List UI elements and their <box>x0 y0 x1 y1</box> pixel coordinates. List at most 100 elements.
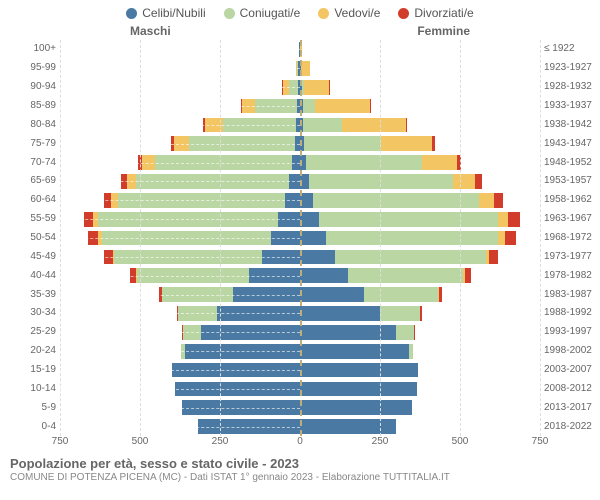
legend-swatch <box>318 8 329 19</box>
chart-title: Popolazione per età, sesso e stato civil… <box>10 456 590 471</box>
x-tick: 750 <box>52 436 69 447</box>
bar-row <box>60 398 300 417</box>
bar-row <box>60 247 300 266</box>
year-tick: 1988-1992 <box>544 304 594 323</box>
bar-row <box>60 40 300 59</box>
bar-row <box>60 134 300 153</box>
bar-row <box>60 78 300 97</box>
legend-swatch <box>126 8 137 19</box>
bar-segment <box>300 363 418 378</box>
age-tick: 80-84 <box>6 115 56 134</box>
bar-row <box>60 97 300 116</box>
bar-segment <box>300 212 319 227</box>
year-tick: 1933-1937 <box>544 97 594 116</box>
bar-segment <box>396 325 414 340</box>
bar-segment <box>136 174 290 189</box>
bar-segment <box>364 287 438 302</box>
bar-segment <box>300 419 396 434</box>
age-tick: 30-34 <box>6 304 56 323</box>
bar-row <box>300 59 540 78</box>
bar-segment <box>233 287 300 302</box>
bar-row <box>300 323 540 342</box>
bar-segment <box>142 155 155 170</box>
bar-segment <box>292 155 300 170</box>
bar-segment <box>494 193 504 208</box>
bar-row <box>60 361 300 380</box>
bar-row <box>60 153 300 172</box>
bar-segment <box>189 136 295 151</box>
chart-body: 100+95-9990-9485-8980-8475-7970-7465-696… <box>0 40 600 436</box>
center-axis <box>300 40 302 436</box>
gridline <box>460 40 461 436</box>
legend-item: Vedovi/e <box>318 6 380 20</box>
bar-segment <box>301 61 309 76</box>
age-tick: 75-79 <box>6 134 56 153</box>
age-tick: 55-59 <box>6 210 56 229</box>
bar-segment <box>439 287 442 302</box>
legend-item: Coniugati/e <box>224 6 301 20</box>
year-tick: 1963-1967 <box>544 210 594 229</box>
bar-segment <box>453 174 475 189</box>
bar-segment <box>380 306 420 321</box>
bar-segment <box>285 193 300 208</box>
age-tick: 45-49 <box>6 247 56 266</box>
footer: Popolazione per età, sesso e stato civil… <box>0 450 600 483</box>
bar-segment <box>111 193 118 208</box>
bar-segment <box>118 193 284 208</box>
bar-segment <box>114 250 261 265</box>
bar-row <box>300 417 540 436</box>
x-tick: 500 <box>452 436 469 447</box>
bar-segment <box>306 155 421 170</box>
legend-label: Coniugati/e <box>240 6 301 20</box>
bar-segment <box>319 212 498 227</box>
age-tick: 85-89 <box>6 97 56 116</box>
gridline <box>220 40 221 436</box>
bar-row <box>300 342 540 361</box>
bar-segment <box>304 80 330 95</box>
bar-segment <box>262 250 300 265</box>
x-tick: 0 <box>297 436 303 447</box>
bar-row <box>300 172 540 191</box>
year-tick: 1978-1982 <box>544 266 594 285</box>
bar-segment <box>300 268 348 283</box>
legend-item: Celibi/Nubili <box>126 6 205 20</box>
bar-row <box>60 342 300 361</box>
bar-segment <box>182 400 300 415</box>
bar-segment <box>326 231 499 246</box>
bar-segment <box>422 155 457 170</box>
year-tick: 2013-2017 <box>544 398 594 417</box>
year-tick: 2018-2022 <box>544 417 594 436</box>
bar-segment <box>406 118 408 133</box>
year-tick: 1998-2002 <box>544 342 594 361</box>
bar-row <box>300 191 540 210</box>
gridline <box>140 40 141 436</box>
bar-segment <box>249 268 300 283</box>
bar-segment <box>88 231 98 246</box>
bar-row <box>60 210 300 229</box>
age-tick: 25-29 <box>6 323 56 342</box>
bar-segment <box>432 136 435 151</box>
bar-row <box>60 59 300 78</box>
bar-segment <box>175 382 300 397</box>
bar-segment <box>479 193 493 208</box>
bar-segment <box>313 193 479 208</box>
age-tick: 70-74 <box>6 153 56 172</box>
bar-segment <box>98 212 277 227</box>
bar-segment <box>217 306 300 321</box>
bar-segment <box>271 231 300 246</box>
bar-segment <box>304 136 381 151</box>
bar-segment <box>335 250 485 265</box>
bar-segment <box>348 268 463 283</box>
legend-label: Celibi/Nubili <box>142 6 205 20</box>
bar-segment <box>303 99 316 114</box>
bar-segment <box>155 155 293 170</box>
bar-segment <box>300 400 412 415</box>
bar-segment <box>127 174 136 189</box>
bar-row <box>300 78 540 97</box>
gridline <box>60 40 61 436</box>
bar-segment <box>162 287 232 302</box>
bar-segment <box>185 344 300 359</box>
bar-row <box>300 285 540 304</box>
bar-segment <box>178 306 216 321</box>
legend-label: Divorziati/e <box>414 6 473 20</box>
